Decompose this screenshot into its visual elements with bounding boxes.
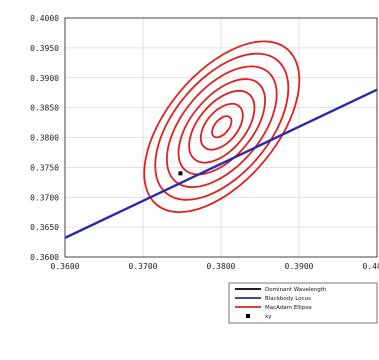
x-tick-label: 0.3700 (129, 262, 158, 271)
macadam-ellipse (199, 102, 244, 151)
legend: Dominant Wavelength Blackbody Locus MacAda… (228, 282, 378, 324)
x-tick-label: 0.4000 (363, 262, 379, 271)
y-tick-label: 0.3900 (30, 74, 59, 83)
y-tick-label: 0.3950 (30, 44, 59, 53)
legend-marker-xy (246, 314, 250, 318)
y-tick-label: 0.3700 (30, 193, 59, 202)
plot-frame (64, 17, 378, 258)
macadam-ellipse (154, 52, 290, 201)
x-tick-labels: 0.3600 0.3700 0.3800 0.3900 0.4000 (51, 262, 379, 271)
macadam-ellipse (143, 40, 301, 214)
x-tick-label: 0.3800 (207, 262, 236, 271)
xy-point (178, 171, 183, 176)
macadam-ellipse (177, 78, 266, 176)
macadam-ellipse (188, 90, 256, 164)
legend-label: MacAdam Ellipse (265, 305, 312, 311)
y-tick-label: 0.3600 (30, 253, 59, 262)
y-tick-label: 0.3850 (30, 104, 59, 113)
macadam-ellipse (165, 65, 278, 189)
y-tick-label: 0.3750 (30, 163, 59, 172)
series-layer (65, 40, 377, 239)
legend-label: Dominant Wavelength (265, 287, 327, 293)
x-tick-label: 0.3900 (285, 262, 314, 271)
y-tick-label: 0.4000 (30, 14, 59, 23)
legend-label: xy (265, 314, 272, 320)
y-tick-labels: 0.3600 0.3650 0.3700 0.3750 0.3800 0.3850 0.39… (30, 14, 59, 262)
y-tick-label: 0.3650 (30, 223, 59, 232)
blackbody-locus-line (65, 88, 377, 239)
macadam-ellipse (211, 115, 233, 139)
legend-label: Blackbody Locus (265, 296, 311, 302)
y-tick-label: 0.3800 (30, 134, 59, 143)
x-tick-label: 0.3600 (51, 262, 80, 271)
